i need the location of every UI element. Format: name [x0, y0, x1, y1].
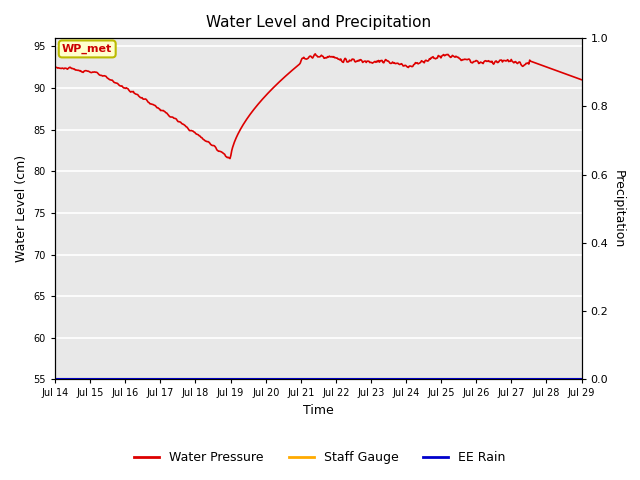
Y-axis label: Water Level (cm): Water Level (cm)	[15, 155, 28, 263]
Legend: Water Pressure, Staff Gauge, EE Rain: Water Pressure, Staff Gauge, EE Rain	[129, 446, 511, 469]
X-axis label: Time: Time	[303, 404, 333, 417]
Text: WP_met: WP_met	[62, 44, 113, 54]
Title: Water Level and Precipitation: Water Level and Precipitation	[205, 15, 431, 30]
Y-axis label: Precipitation: Precipitation	[612, 169, 625, 248]
